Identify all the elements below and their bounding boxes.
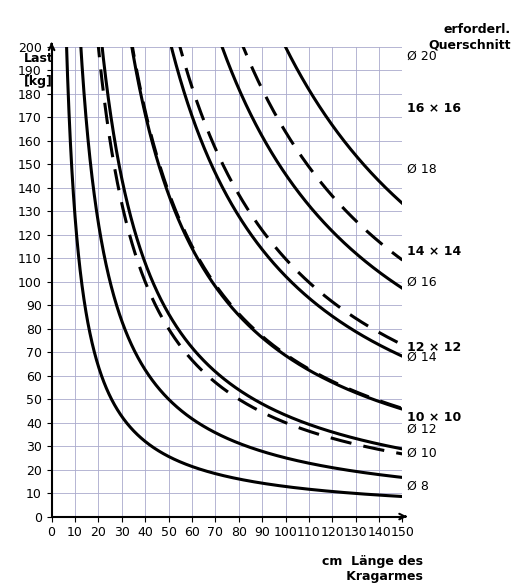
Text: Ø 10: Ø 10: [407, 447, 437, 460]
Text: cm  Länge des
      Kragarmes: cm Länge des Kragarmes: [320, 555, 423, 583]
Text: 14 × 14: 14 × 14: [407, 245, 461, 258]
Text: Ø 18: Ø 18: [407, 163, 437, 176]
Text: Ø 12: Ø 12: [407, 423, 437, 436]
Text: Ø 14: Ø 14: [407, 350, 437, 363]
Text: Ø 20: Ø 20: [407, 50, 437, 63]
Text: 10 × 10: 10 × 10: [407, 411, 461, 424]
Text: Ø 16: Ø 16: [407, 275, 437, 288]
Text: 12 × 12: 12 × 12: [407, 341, 461, 354]
Text: Ø 8: Ø 8: [407, 480, 429, 492]
Text: [kg]: [kg]: [24, 75, 53, 88]
Text: erforderl.
Querschnitt: erforderl. Querschnitt: [428, 23, 511, 52]
Text: 16 × 16: 16 × 16: [407, 102, 461, 114]
Text: Last: Last: [24, 52, 53, 65]
